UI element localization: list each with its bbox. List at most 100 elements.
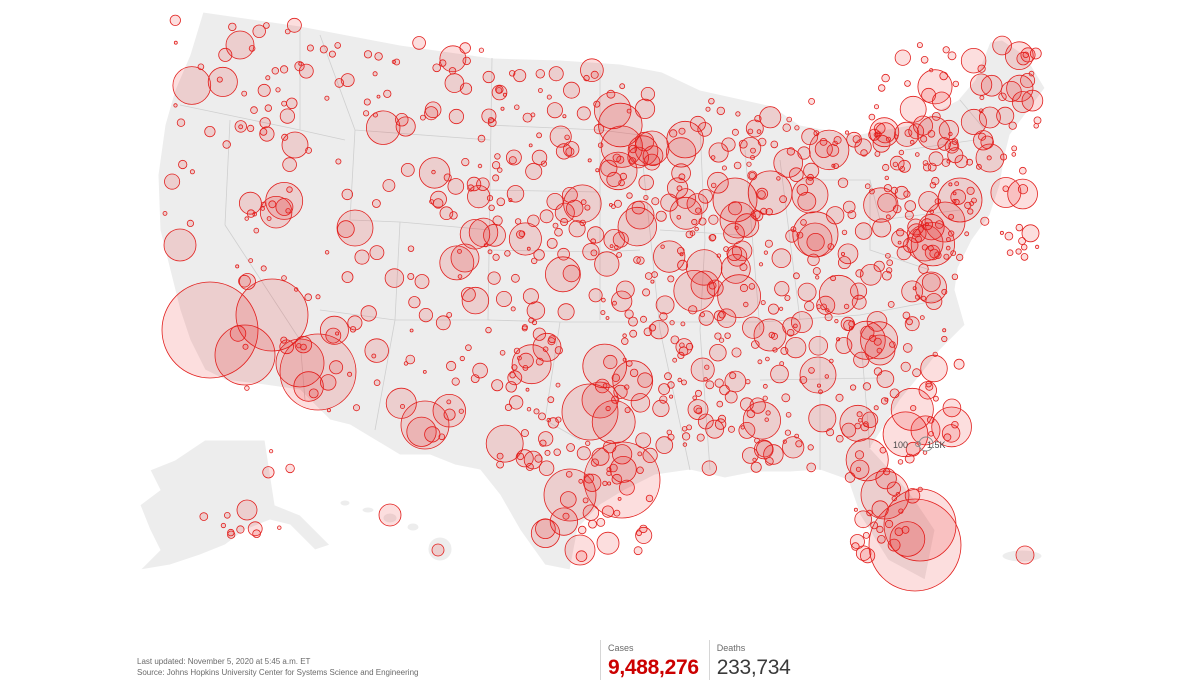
case-bubble — [969, 73, 993, 96]
case-bubble — [686, 424, 692, 431]
case-bubble — [526, 301, 546, 320]
case-bubble — [590, 458, 600, 467]
case-bubble — [714, 378, 724, 388]
case-bubble — [667, 275, 675, 283]
case-bubble — [583, 74, 590, 82]
case-bubble — [238, 274, 251, 288]
case-bubble — [892, 161, 899, 168]
case-bubble — [916, 42, 923, 49]
case-bubble — [834, 318, 839, 324]
case-bubble — [871, 500, 889, 518]
case-bubble — [531, 149, 548, 166]
case-bubble — [603, 354, 618, 370]
case-bubble — [446, 311, 453, 318]
case-bubble — [511, 364, 518, 371]
case-bubble — [520, 429, 529, 438]
case-bubble — [835, 337, 853, 354]
case-bubble — [236, 499, 258, 521]
case-bubble — [723, 222, 745, 245]
case-bubble — [857, 417, 863, 423]
case-bubble — [762, 383, 768, 389]
case-bubble — [856, 411, 863, 418]
case-bubble — [450, 243, 480, 273]
case-bubble — [675, 188, 697, 209]
case-bubble — [917, 69, 953, 105]
case-bubble — [640, 315, 648, 323]
cases-stat: Cases 9,488,276 — [600, 640, 709, 680]
case-bubble — [605, 405, 611, 412]
case-bubble — [625, 200, 655, 230]
footer-notes: Last updated: November 5, 2020 at 5:45 a… — [137, 656, 418, 678]
case-bubble — [1004, 41, 1034, 71]
case-bubble — [522, 288, 539, 305]
case-bubble — [319, 45, 328, 54]
case-bubble — [860, 422, 870, 432]
case-bubble — [954, 181, 960, 187]
case-bubble — [682, 442, 688, 447]
case-bubble — [920, 55, 929, 64]
case-bubble — [487, 249, 493, 255]
case-bubble — [840, 316, 855, 331]
case-bubble — [576, 106, 591, 121]
case-bubble — [228, 22, 237, 32]
case-bubble — [1020, 243, 1028, 251]
case-bubble — [864, 183, 871, 190]
case-bubble — [173, 40, 178, 45]
case-bubble — [260, 265, 267, 272]
case-bubble — [518, 352, 534, 369]
case-bubble — [419, 114, 426, 121]
case-bubble — [629, 329, 638, 338]
case-bubble — [664, 372, 672, 381]
case-bubble — [609, 244, 614, 249]
case-bubble — [764, 239, 773, 248]
case-bubble — [482, 70, 495, 84]
case-bubble — [947, 51, 957, 61]
case-bubble — [807, 444, 814, 451]
case-bubble — [948, 131, 953, 137]
case-bubble — [899, 166, 906, 172]
case-bubble — [795, 440, 803, 448]
case-bubble — [695, 207, 702, 214]
case-bubble — [835, 393, 844, 402]
case-bubble — [966, 158, 973, 166]
case-bubble — [733, 161, 742, 170]
case-bubble — [247, 521, 263, 537]
case-bubble — [698, 189, 713, 204]
case-bubble — [371, 353, 377, 359]
case-bubble — [371, 199, 381, 208]
case-bubble — [944, 139, 960, 154]
case-bubble — [583, 473, 602, 492]
case-bubble — [335, 331, 340, 336]
case-bubble — [613, 509, 621, 517]
case-bubble — [595, 168, 600, 173]
case-bubble — [564, 534, 596, 566]
case-bubble — [742, 316, 765, 339]
case-bubble — [597, 142, 604, 148]
case-bubble — [939, 71, 948, 81]
case-bubble — [611, 444, 633, 465]
case-bubble — [642, 145, 664, 167]
case-bubble — [659, 312, 668, 321]
case-bubble — [697, 122, 712, 137]
case-bubble — [701, 460, 717, 476]
case-bubble — [281, 131, 309, 159]
case-bubble — [259, 126, 275, 142]
case-bubble — [247, 124, 255, 132]
case-bubble — [408, 296, 421, 309]
case-bubble — [511, 273, 520, 283]
case-bubble — [660, 244, 665, 249]
case-bubble — [619, 83, 626, 90]
case-bubble — [833, 136, 842, 145]
us-covid-bubble-map[interactable]: 100 1.5K — [0, 0, 1200, 640]
case-bubble — [439, 245, 475, 281]
case-bubble — [162, 210, 168, 216]
case-bubble — [897, 459, 904, 465]
case-bubble — [443, 408, 456, 421]
case-bubble — [275, 87, 281, 93]
case-bubble — [259, 117, 271, 129]
case-bubble — [548, 66, 564, 82]
case-bubble — [901, 280, 924, 303]
case-bubble — [562, 114, 567, 119]
case-bubble — [653, 240, 686, 273]
case-bubble — [347, 371, 353, 377]
